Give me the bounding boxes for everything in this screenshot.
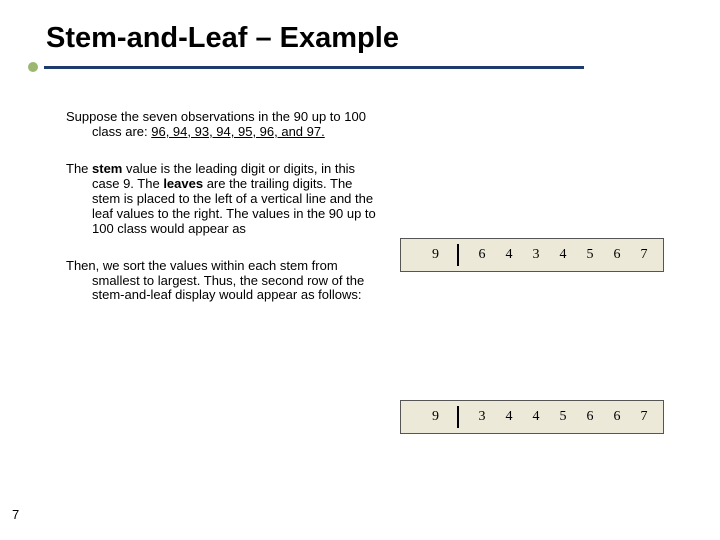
leaf-value: 7 bbox=[639, 409, 649, 425]
leaf-value: 6 bbox=[612, 247, 622, 263]
stem-value: 9 bbox=[421, 409, 439, 425]
stemleaf-unsorted: 9 6 4 3 4 5 6 7 bbox=[400, 238, 664, 272]
leaf-value: 5 bbox=[585, 247, 595, 263]
stem-value: 9 bbox=[421, 247, 439, 263]
p2-a: The bbox=[66, 161, 92, 176]
leaf-value: 3 bbox=[477, 409, 487, 425]
paragraph-2: The stem value is the leading digit or d… bbox=[66, 162, 376, 237]
vertical-bar-icon bbox=[457, 244, 459, 266]
paragraph-3: Then, we sort the values within each ste… bbox=[66, 259, 376, 304]
p2-leaves-bold: leaves bbox=[163, 176, 206, 191]
leaves-group: 6 4 3 4 5 6 7 bbox=[477, 247, 649, 263]
leaf-value: 4 bbox=[504, 247, 514, 263]
p1-underlined: 96, 94, 93, 94, 95, 96, and 97. bbox=[151, 124, 324, 139]
leaf-value: 6 bbox=[612, 409, 622, 425]
title-bullet bbox=[28, 62, 38, 72]
leaf-value: 4 bbox=[504, 409, 514, 425]
p3-text: Then, we sort the values within each ste… bbox=[66, 259, 376, 304]
slide-title: Stem-and-Leaf – Example bbox=[46, 22, 720, 55]
stemleaf-row: 9 3 4 4 5 6 6 7 bbox=[401, 401, 663, 433]
leaves-group: 3 4 4 5 6 6 7 bbox=[477, 409, 649, 425]
stemleaf-row: 9 6 4 3 4 5 6 7 bbox=[401, 239, 663, 271]
leaf-value: 7 bbox=[639, 247, 649, 263]
body-content: Suppose the seven observations in the 90… bbox=[66, 110, 376, 325]
p2-stem-bold: stem bbox=[92, 161, 126, 176]
leaf-value: 5 bbox=[558, 409, 568, 425]
page-number: 7 bbox=[12, 507, 19, 522]
leaf-value: 6 bbox=[585, 409, 595, 425]
leaf-value: 6 bbox=[477, 247, 487, 263]
stemleaf-sorted: 9 3 4 4 5 6 6 7 bbox=[400, 400, 664, 434]
leaf-value: 4 bbox=[558, 247, 568, 263]
title-underline bbox=[44, 66, 584, 69]
vertical-bar-icon bbox=[457, 406, 459, 428]
leaf-value: 4 bbox=[531, 409, 541, 425]
paragraph-1: Suppose the seven observations in the 90… bbox=[66, 110, 376, 140]
leaf-value: 3 bbox=[531, 247, 541, 263]
